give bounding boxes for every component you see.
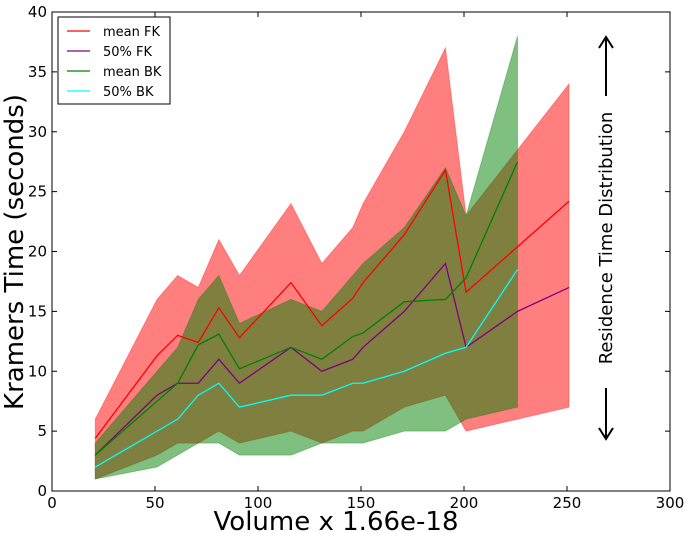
- residence-time-annotation: Residence Time Distribution: [596, 35, 617, 441]
- x-tick-label: 50: [145, 494, 164, 512]
- y-tick-label: 0: [37, 482, 47, 500]
- legend-label: 50% FK: [103, 45, 153, 60]
- x-tick-label: 100: [244, 494, 273, 512]
- y-tick-label: 15: [28, 302, 47, 320]
- axis-ticks: 0 50 100 150 200 250 300 0 5 10 15 20 25 30 35 40: [28, 3, 684, 512]
- x-tick-label: 150: [347, 494, 376, 512]
- series-line-50-bk: [94, 269, 519, 468]
- y-tick-label: 20: [28, 243, 47, 261]
- y-tick-label: 5: [37, 422, 47, 440]
- legend: mean FK 50% FK mean BK 50% BK: [57, 16, 171, 105]
- x-tick-label: 200: [450, 494, 479, 512]
- series-line-mean-bk: [94, 161, 519, 456]
- y-tick-label: 40: [28, 3, 47, 21]
- y-tick-label: 25: [28, 183, 47, 201]
- series-line-mean-fk: [94, 168, 570, 439]
- legend-label: mean BK: [103, 65, 162, 80]
- y-tick-label: 30: [28, 123, 47, 141]
- y-axis-label: Kramers Time (seconds): [0, 94, 30, 410]
- y-tick-label: 10: [28, 362, 47, 380]
- legend-label: 50% BK: [103, 85, 154, 100]
- series-line-50-fk: [94, 262, 570, 456]
- arrow-up-icon: [598, 35, 614, 49]
- x-tick-label: 300: [656, 494, 685, 512]
- x-tick-label: 250: [553, 494, 582, 512]
- x-axis-label: Volume x 1.66e-18: [214, 507, 459, 533]
- series-lines: [94, 161, 570, 468]
- y-tick-label: 35: [28, 63, 47, 81]
- arrow-down-icon: [598, 427, 614, 441]
- annotation-text: Residence Time Distribution: [596, 112, 617, 365]
- legend-label: mean FK: [103, 25, 160, 40]
- x-tick-label: 0: [47, 494, 57, 512]
